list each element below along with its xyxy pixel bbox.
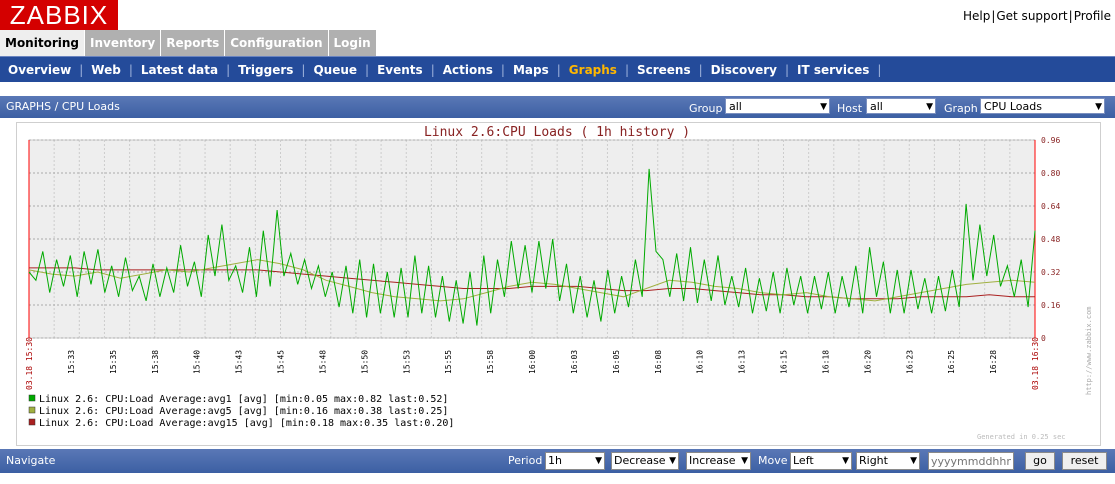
x-end-label: 03.18 16:30 — [1031, 337, 1040, 390]
x-tick-label: 15:50 — [360, 350, 369, 374]
profile-link[interactable]: Profile — [1073, 9, 1111, 23]
chevron-down-icon: ▼ — [1095, 102, 1102, 112]
reset-button[interactable]: reset — [1062, 452, 1107, 470]
legend-swatch — [28, 418, 36, 426]
host-select[interactable]: all ▼ — [866, 98, 936, 114]
menu-configuration[interactable]: Configuration — [225, 30, 328, 56]
help-link[interactable]: Help — [962, 9, 991, 23]
y-tick-label: 0 — [1041, 334, 1046, 343]
date-input[interactable] — [928, 452, 1014, 470]
x-tick-label: 15:45 — [277, 350, 286, 374]
submenu-latest-data[interactable]: Latest data — [140, 62, 219, 77]
x-tick-label: 15:48 — [318, 350, 327, 374]
period-select[interactable]: 1h ▼ — [545, 452, 605, 470]
submenu-discovery[interactable]: Discovery — [710, 62, 777, 77]
x-tick-label: 16:15 — [780, 350, 789, 374]
y-tick-label: 0.32 — [1041, 268, 1060, 277]
chevron-down-icon: ▼ — [926, 102, 933, 112]
y-tick-label: 0.48 — [1041, 235, 1060, 244]
submenu-triggers[interactable]: Triggers — [238, 62, 294, 77]
cpu-load-chart: Linux 2.6:CPU Loads ( 1h history ) 0.96 0… — [25, 125, 1093, 429]
menu-inventory[interactable]: Inventory — [85, 30, 161, 56]
x-tick-label: 16:23 — [905, 350, 914, 374]
submenu-maps[interactable]: Maps — [512, 62, 549, 77]
chevron-down-icon: ▼ — [910, 456, 917, 466]
menu-monitoring[interactable]: Monitoring — [0, 30, 84, 56]
x-tick-label: 16:10 — [696, 350, 705, 374]
submenu-events[interactable]: Events — [377, 62, 423, 77]
graph-select[interactable]: CPU Loads ▼ — [980, 98, 1105, 114]
graph-panel: Linux 2.6:CPU Loads ( 1h history ) 0.96 0… — [16, 122, 1101, 446]
x-start-label: 03.18 15:30 — [25, 337, 34, 390]
x-tick-label: 16:25 — [947, 350, 956, 374]
decrease-select[interactable]: Decrease ▼ — [611, 452, 679, 470]
x-tick-label: 15:33 — [67, 350, 76, 374]
watermark: http://www.zabbix.com — [1085, 306, 1093, 395]
zabbix-logo[interactable]: ZABBIX — [0, 0, 118, 30]
x-tick-label: 16:08 — [654, 350, 663, 374]
chart-title: Linux 2.6:CPU Loads ( 1h history ) — [424, 125, 690, 140]
x-tick-label: 16:18 — [821, 350, 830, 374]
series-line-3 — [29, 267, 1035, 300]
x-tick-label: 16:28 — [989, 350, 998, 374]
submenu-it-services[interactable]: IT services — [797, 62, 870, 77]
chevron-down-icon: ▼ — [820, 102, 827, 112]
y-tick-label: 0.64 — [1041, 202, 1060, 211]
navigate-bar: Navigate Period 1h ▼ Decrease ▼ Increase ▼ … — [0, 449, 1115, 473]
series-line-1 — [28, 168, 1036, 326]
submenu-web[interactable]: Web — [91, 62, 121, 77]
navigate-label: Navigate — [6, 454, 56, 467]
period-label: Period — [508, 454, 543, 467]
legend-swatch — [28, 394, 36, 402]
y-tick-label: 0.96 — [1041, 136, 1060, 145]
x-tick-label: 15:40 — [193, 350, 202, 374]
go-button[interactable]: go — [1025, 452, 1055, 470]
x-tick-label: 16:05 — [612, 350, 621, 374]
x-tick-label: 15:55 — [444, 350, 453, 374]
move-right-select[interactable]: Right ▼ — [856, 452, 920, 470]
submenu-graphs[interactable]: Graphs — [568, 62, 617, 77]
host-label: Host — [837, 102, 863, 115]
legend-entry: Linux 2.6: CPU:Load Average:avg5 [avg] [… — [39, 406, 448, 417]
x-tick-label: 15:43 — [235, 350, 244, 374]
graph-filter-bar: GRAPHS / CPU Loads Group all ▼ Host all ▼ … — [0, 96, 1115, 118]
main-menu: Monitoring Inventory Reports Configurati… — [0, 30, 377, 56]
x-tick-label: 16:20 — [863, 350, 872, 374]
x-tick-label: 16:00 — [528, 350, 537, 374]
submenu-screens[interactable]: Screens — [636, 62, 691, 77]
graph-label: Graph — [944, 102, 978, 115]
chevron-down-icon: ▼ — [741, 456, 748, 466]
y-tick-label: 0.16 — [1041, 301, 1060, 310]
legend-swatch — [28, 406, 36, 414]
sub-menu: Overview | Web | Latest data | Triggers | Qu… — [0, 56, 1115, 82]
x-tick-label: 15:53 — [402, 350, 411, 374]
menu-login[interactable]: Login — [328, 30, 376, 56]
x-tick-label: 15:35 — [109, 350, 118, 374]
y-tick-label: 0.80 — [1041, 169, 1060, 178]
move-left-select[interactable]: Left ▼ — [790, 452, 852, 470]
group-label: Group — [689, 102, 723, 115]
generated-note: Generated in 0.25 sec — [977, 433, 1066, 441]
top-header: ZABBIX Help|Get support|Profile — [0, 0, 1115, 30]
menu-reports[interactable]: Reports — [161, 30, 225, 56]
increase-select[interactable]: Increase ▼ — [686, 452, 751, 470]
submenu-queue[interactable]: Queue — [313, 62, 358, 77]
submenu-overview[interactable]: Overview — [8, 62, 72, 77]
breadcrumb: GRAPHS / CPU Loads — [6, 100, 120, 113]
x-tick-label: 15:58 — [486, 350, 495, 374]
top-links: Help|Get support|Profile — [962, 9, 1111, 23]
move-label: Move — [758, 454, 788, 467]
chevron-down-icon: ▼ — [842, 456, 849, 466]
chevron-down-icon: ▼ — [669, 456, 676, 466]
chevron-down-icon: ▼ — [595, 456, 602, 466]
legend-entry: Linux 2.6: CPU:Load Average:avg1 [avg] [… — [39, 394, 448, 405]
group-select[interactable]: all ▼ — [725, 98, 830, 114]
legend-entry: Linux 2.6: CPU:Load Average:avg15 [avg] … — [39, 418, 454, 429]
x-tick-label: 16:03 — [570, 350, 579, 374]
x-tick-label: 16:13 — [738, 350, 747, 374]
submenu-actions[interactable]: Actions — [442, 62, 493, 77]
get-support-link[interactable]: Get support — [996, 9, 1068, 23]
x-tick-label: 15:38 — [151, 350, 160, 374]
